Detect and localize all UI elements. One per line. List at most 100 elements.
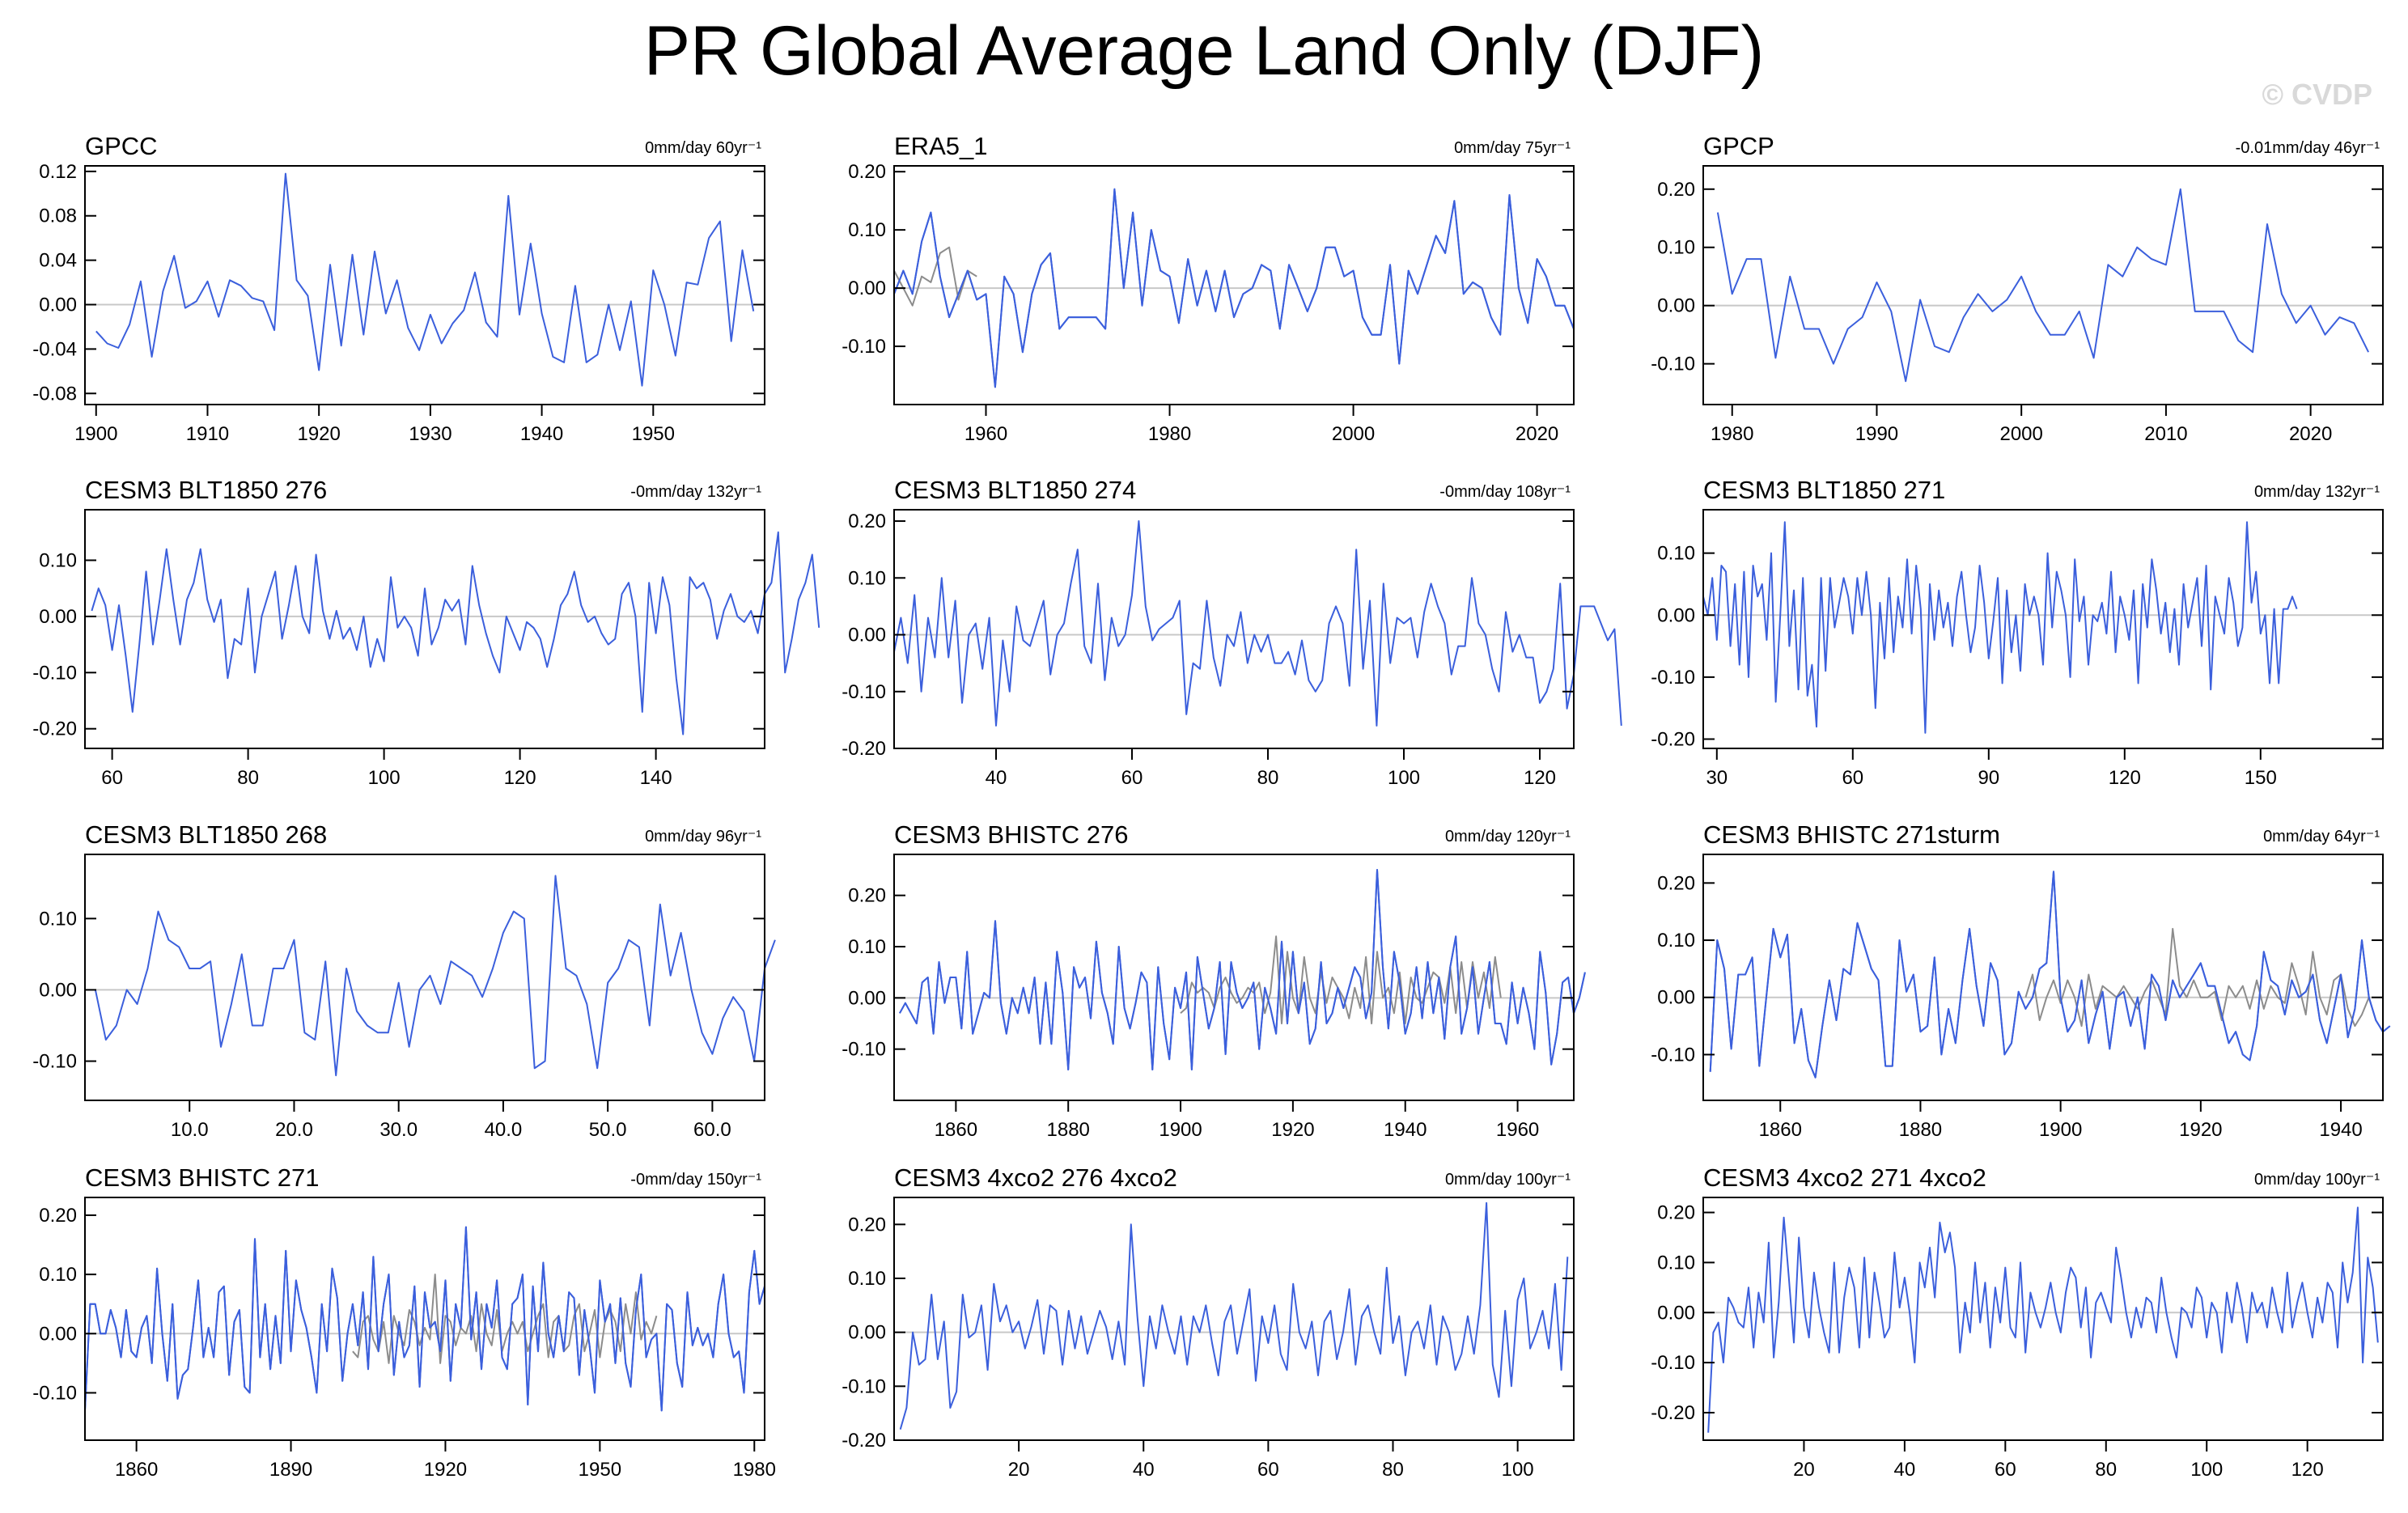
- series-line: [95, 172, 755, 387]
- x-tick-label: 100: [1388, 767, 1420, 789]
- x-tick-label: 140: [640, 767, 672, 789]
- chart-panel-3: GPCP -0.01mm/day 46yr⁻¹ 0.20 0.10 0.00 -0.10 1…: [1651, 132, 2384, 445]
- x-tick-label: 1920: [297, 423, 340, 445]
- x-tick-label: 1860: [115, 1459, 158, 1481]
- y-tick-label: 0.10: [1657, 543, 1695, 565]
- x-tick-label: 1900: [1159, 1119, 1202, 1141]
- y-tick-label: 0.08: [39, 206, 77, 227]
- y-tick-label: -0.10: [1651, 667, 1695, 689]
- x-tick-label: 2010: [2144, 423, 2187, 445]
- x-tick-label: 1950: [579, 1459, 621, 1481]
- x-tick-label: 80: [1382, 1459, 1404, 1481]
- panel-stat: 0mm/day 75yr⁻¹: [1454, 139, 1571, 157]
- plot-frame: [1702, 854, 2384, 1101]
- secondary-series-line: [2024, 927, 2370, 1028]
- plot-frame: [893, 854, 1575, 1101]
- x-tick-label: 1920: [424, 1459, 467, 1481]
- x-tick-label: 1900: [2039, 1119, 2082, 1141]
- chart-panel-2: ERA5_1 0mm/day 75yr⁻¹ 0.20 0.10 0.00 -0.10 196…: [842, 132, 1575, 445]
- watermark: © CVDP: [2262, 78, 2372, 111]
- x-tick-label: 40: [986, 767, 1007, 789]
- plot-frame: [1702, 509, 2384, 749]
- x-tick-label: 1980: [1148, 423, 1191, 445]
- plot-frame: [1702, 165, 2384, 405]
- plot-frame: [893, 165, 1575, 405]
- panel-stat: 0mm/day 60yr⁻¹: [645, 139, 761, 157]
- series-line-top: [893, 188, 1575, 388]
- y-tick-label: -0.20: [842, 1430, 886, 1452]
- plot-frame: [84, 854, 765, 1101]
- chart-panel-11: CESM3 4xco2 276 4xco2 0mm/day 100yr⁻¹ 0.20…: [842, 1163, 1575, 1481]
- series-line: [1709, 871, 2391, 1079]
- y-tick-label: 0.20: [848, 1214, 886, 1235]
- plot-frame: [84, 1197, 765, 1441]
- plot-frame: [84, 509, 765, 749]
- series-line: [1716, 188, 2369, 383]
- x-tick-label: 1960: [1496, 1119, 1539, 1141]
- chart-panel-5: CESM3 BLT1850 274 -0mm/day 108yr⁻¹ 0.20 0.1…: [842, 476, 1622, 789]
- x-tick-label: 1920: [2179, 1119, 2222, 1141]
- x-tick-label: 2020: [2289, 423, 2332, 445]
- y-tick-label: 0.00: [848, 1322, 886, 1344]
- y-tick-label: -0.20: [842, 738, 886, 760]
- y-tick-label: -0.20: [1651, 1402, 1695, 1424]
- x-tick-label: 1960: [964, 423, 1007, 445]
- x-tick-label: 1940: [1384, 1119, 1427, 1141]
- panel-title: GPCC: [85, 132, 158, 160]
- y-tick-label: -0.08: [32, 383, 77, 405]
- panel-title: CESM3 BHISTC 271: [85, 1163, 319, 1192]
- series-line-top: [899, 869, 1586, 1070]
- plot-frame: [893, 1197, 1575, 1441]
- y-tick-label: -0.10: [32, 1382, 77, 1404]
- panel-stat: -0mm/day 150yr⁻¹: [630, 1171, 761, 1189]
- y-tick-label: 0.20: [1657, 1202, 1695, 1224]
- y-tick-label: 0.10: [39, 908, 77, 930]
- x-tick-label: 10.0: [171, 1119, 209, 1141]
- x-tick-label: 2000: [1999, 423, 2042, 445]
- series-line-top: [1709, 871, 2391, 1079]
- series-line: [899, 869, 1586, 1070]
- x-tick-label: 1910: [186, 423, 229, 445]
- x-tick-label: 100: [1502, 1459, 1534, 1481]
- y-tick-label: 0.10: [39, 549, 77, 571]
- y-tick-label: 0.20: [1657, 179, 1695, 201]
- plot-frame: [893, 509, 1575, 749]
- y-tick-label: 0.10: [848, 567, 886, 589]
- y-tick-label: 0.00: [1657, 1302, 1695, 1324]
- y-tick-label: -0.10: [842, 1039, 886, 1061]
- x-tick-label: 2000: [1332, 423, 1375, 445]
- x-tick-label: 30.0: [379, 1119, 418, 1141]
- y-tick-label: 0.20: [848, 161, 886, 183]
- y-tick-label: -0.10: [1651, 1044, 1695, 1066]
- panel-title: ERA5_1: [894, 132, 987, 160]
- y-tick-label: -0.10: [1651, 354, 1695, 375]
- x-tick-label: 80: [1257, 767, 1279, 789]
- panel-title: CESM3 BLT1850 271: [1703, 476, 1945, 504]
- y-tick-label: -0.10: [1651, 1352, 1695, 1374]
- y-tick-label: 0.20: [1657, 872, 1695, 894]
- x-tick-label: 100: [2190, 1459, 2223, 1481]
- series-line: [899, 1202, 1569, 1430]
- x-tick-label: 150: [2245, 767, 2277, 789]
- panel-stat: 0mm/day 96yr⁻¹: [645, 828, 761, 846]
- panel-title: CESM3 BLT1850 268: [85, 820, 327, 849]
- y-tick-label: 0.00: [1657, 295, 1695, 317]
- panel-stat: 0mm/day 120yr⁻¹: [1445, 828, 1571, 846]
- chart-panel-4: CESM3 BLT1850 276 -0mm/day 132yr⁻¹ 0.10 0.0…: [32, 476, 820, 789]
- y-tick-label: 0.10: [1657, 1252, 1695, 1274]
- x-tick-label: 60.0: [693, 1119, 731, 1141]
- x-tick-label: 40: [1133, 1459, 1155, 1481]
- y-tick-label: 0.20: [848, 885, 886, 907]
- x-tick-label: 60: [1842, 767, 1863, 789]
- x-tick-label: 60: [1995, 1459, 2016, 1481]
- panel-stat: -0.01mm/day 46yr⁻¹: [2236, 139, 2380, 157]
- series-line: [893, 520, 1622, 727]
- y-tick-label: -0.10: [32, 1051, 77, 1073]
- chart-panel-7: CESM3 BLT1850 268 0mm/day 96yr⁻¹ 0.10 0.00 -…: [32, 820, 776, 1141]
- series-line: [1702, 521, 2298, 734]
- y-tick-label: 0.00: [39, 1323, 77, 1345]
- panel-title: CESM3 BLT1850 276: [85, 476, 327, 504]
- panel-stat: 0mm/day 132yr⁻¹: [2254, 483, 2380, 501]
- x-tick-label: 40.0: [485, 1119, 523, 1141]
